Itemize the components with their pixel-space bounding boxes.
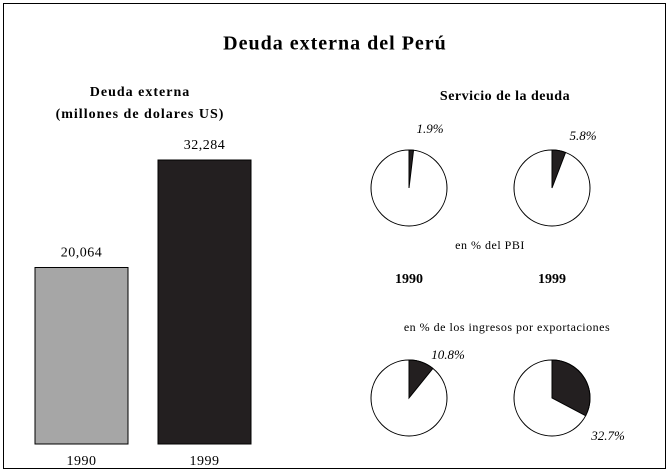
pie-title: Servicio de la deuda (440, 89, 570, 104)
value-label: 10.8% (431, 347, 465, 362)
bar-title: Deuda externa (90, 85, 191, 100)
pie-slice (551, 359, 591, 417)
pie-slice (408, 359, 434, 400)
value-label: 5.8% (569, 128, 596, 143)
pie-category: 1990 (395, 272, 423, 287)
value-label: 32.7% (590, 428, 625, 443)
bar (34, 266, 129, 445)
bar-subtitle: (millones de dolares US) (56, 107, 225, 122)
pie-subtitle: en % del PBI (455, 238, 525, 252)
pie-slice (551, 149, 567, 189)
x-tick-label: 1990 (67, 454, 97, 469)
value-label: 1.9% (416, 121, 443, 136)
value-label: 32,284 (184, 138, 226, 153)
x-tick-label: 1999 (190, 454, 220, 469)
pie-subtitle: en % de los ingresos por exportaciones (404, 320, 610, 334)
bar (157, 159, 252, 445)
page-title: Deuda externa del Perú (223, 33, 447, 55)
pie-slice (408, 149, 415, 189)
pie-category: 1999 (538, 272, 566, 287)
value-label: 20,064 (61, 246, 103, 261)
